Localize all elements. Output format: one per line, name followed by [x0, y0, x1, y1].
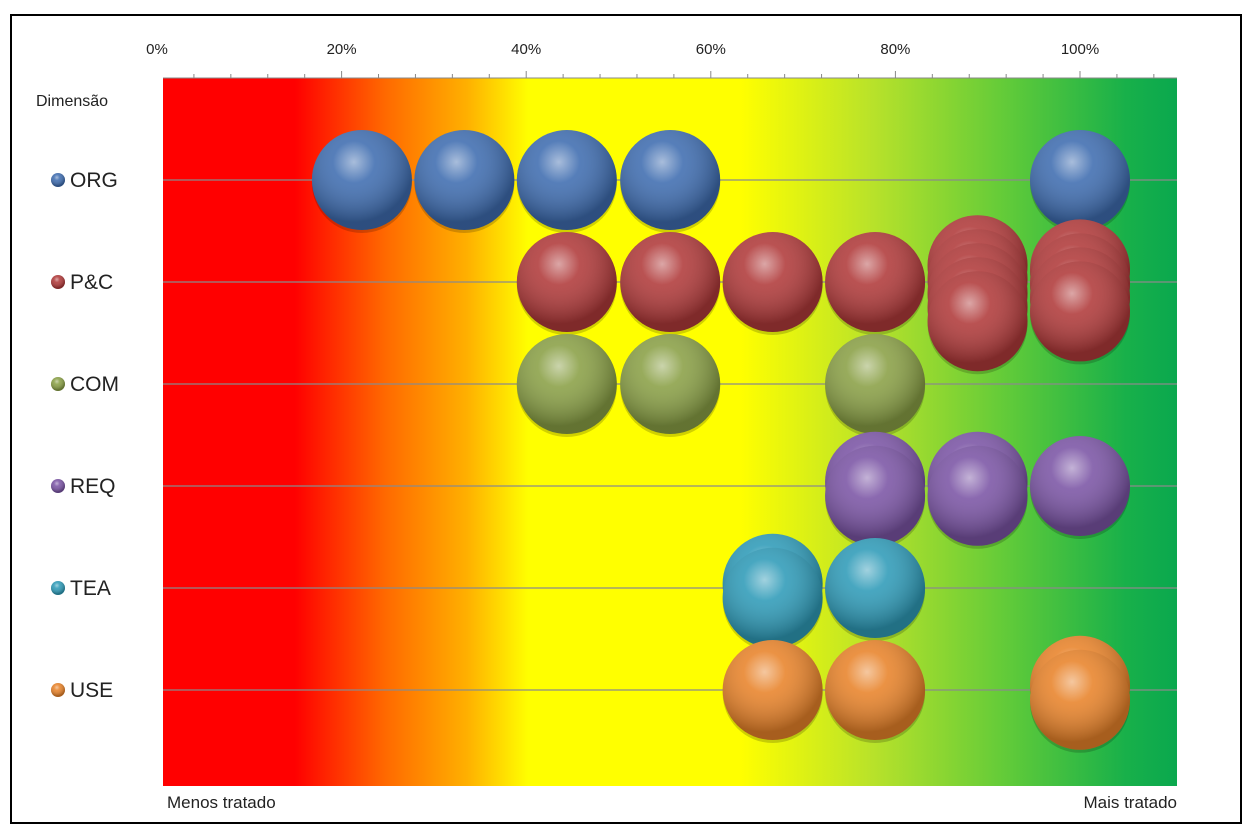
bubble-use [722, 640, 823, 743]
bubble-pandc [620, 232, 721, 335]
chart-frame: 0% 20% 40% 60% 80% 100% Dimensão ORG P&C COM REQ T… [10, 14, 1242, 824]
bubble-chart: 0% 20% 40% 60% 80% 100% Dimensão ORG P&C COM REQ T… [36, 41, 1177, 812]
x-tick-label: 0% [146, 41, 168, 58]
bubble-tea [825, 538, 926, 641]
legend-dot-req [51, 479, 65, 493]
bubble-com [825, 334, 926, 437]
legend-dot-use [51, 683, 65, 697]
bubble-req [825, 445, 926, 549]
category-label: ORG [70, 169, 118, 192]
category-label: REQ [70, 475, 116, 498]
bubble-req [1030, 436, 1130, 539]
bubble-com [620, 334, 721, 437]
legend-dot-org [51, 173, 65, 187]
bubble-org [311, 130, 412, 233]
x-tick-label: 20% [327, 41, 357, 58]
x-tick-label: 80% [880, 41, 910, 58]
bubble-org [414, 130, 515, 233]
bubble-pandc [516, 232, 617, 335]
bubbles [311, 130, 1130, 753]
y-axis-title: Dimensão [36, 93, 108, 110]
category-label: COM [70, 373, 119, 396]
bubble-org [1030, 130, 1130, 233]
labels: Dimensão ORG P&C COM REQ TEA USE Menos tratado M… [36, 93, 1177, 812]
bubble-org [516, 130, 617, 233]
x-axis-ticks: 0% 20% 40% 60% 80% 100% [146, 41, 1177, 79]
bubble-req [927, 445, 1028, 549]
left-end-label: Menos tratado [167, 793, 276, 812]
legend-dot-tea [51, 581, 65, 595]
bubble-pandc [722, 232, 823, 335]
x-tick-label: 100% [1061, 41, 1099, 58]
right-end-label: Mais tratado [1083, 793, 1177, 812]
legend-dot-com [51, 377, 65, 391]
bubble-pandc [927, 271, 1028, 375]
bubble-com [516, 334, 617, 437]
category-label: USE [70, 679, 113, 702]
bubble-use [1030, 649, 1130, 753]
category-label: TEA [70, 577, 111, 600]
x-tick-label: 40% [511, 41, 541, 58]
bubble-pandc [825, 232, 926, 335]
bubble-tea [722, 547, 823, 651]
x-tick-label: 60% [696, 41, 726, 58]
legend-dot-pandc [51, 275, 65, 289]
bubble-org [620, 130, 721, 233]
bubble-use [825, 640, 926, 743]
bubble-pandc [1030, 261, 1130, 365]
category-label: P&C [70, 271, 113, 294]
